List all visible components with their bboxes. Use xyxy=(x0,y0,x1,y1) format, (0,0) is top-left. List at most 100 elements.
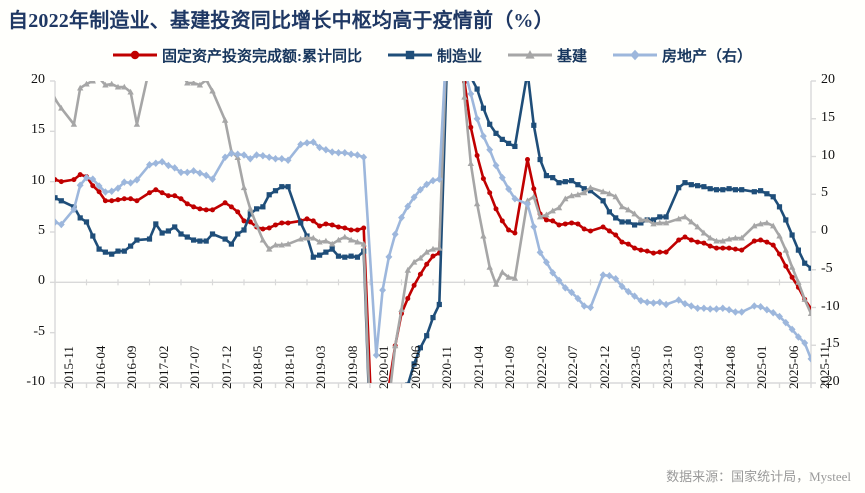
data-point xyxy=(725,306,733,314)
data-point xyxy=(530,193,537,200)
data-point xyxy=(164,161,172,170)
data-point xyxy=(329,222,335,228)
data-point xyxy=(109,251,115,257)
legend-item-0[interactable]: 固定资产投资完成额:累计同比 xyxy=(112,45,362,66)
data-point xyxy=(416,185,424,194)
x-axis-label-0: 2015-11 xyxy=(61,346,76,389)
data-point xyxy=(328,148,336,156)
data-point xyxy=(398,306,405,312)
data-point xyxy=(543,211,550,218)
data-point xyxy=(499,268,506,275)
data-point xyxy=(227,149,235,158)
data-point xyxy=(650,299,657,307)
data-point xyxy=(417,271,423,277)
data-point xyxy=(279,220,285,226)
data-point xyxy=(688,182,694,188)
data-point xyxy=(682,234,688,240)
data-point xyxy=(676,237,682,243)
legend-swatch-diamond-icon xyxy=(613,49,657,61)
data-point xyxy=(643,298,651,306)
data-point xyxy=(486,145,494,154)
data-point xyxy=(405,295,411,301)
data-point xyxy=(411,282,417,288)
data-point xyxy=(172,224,178,230)
data-point xyxy=(506,227,512,233)
data-point xyxy=(323,221,329,227)
data-point xyxy=(177,168,185,177)
data-point xyxy=(562,195,569,202)
data-point xyxy=(247,219,253,225)
data-point xyxy=(90,233,96,239)
data-point xyxy=(197,206,203,212)
data-point xyxy=(651,250,656,256)
data-point xyxy=(480,176,486,182)
data-point xyxy=(537,156,543,163)
data-point xyxy=(644,248,650,254)
legend-item-1[interactable]: 制造业 xyxy=(387,45,482,66)
data-point xyxy=(487,121,493,127)
data-point xyxy=(316,143,324,152)
y-axis-left-label-2: 10 xyxy=(31,172,45,188)
series-2 xyxy=(55,81,811,383)
data-point xyxy=(777,251,782,257)
data-point xyxy=(657,214,663,220)
data-point xyxy=(436,244,443,251)
data-point xyxy=(241,227,247,233)
data-point xyxy=(555,204,563,211)
data-point xyxy=(807,355,811,363)
data-point xyxy=(511,195,519,203)
data-point xyxy=(83,81,90,87)
data-point xyxy=(625,241,631,247)
data-point xyxy=(284,156,292,165)
data-point xyxy=(109,198,115,204)
data-point xyxy=(209,175,216,183)
data-point xyxy=(542,258,550,266)
data-point xyxy=(493,206,499,212)
data-point xyxy=(505,273,512,280)
data-point xyxy=(751,189,757,195)
data-point xyxy=(184,201,190,207)
data-point xyxy=(304,216,310,222)
data-point xyxy=(613,215,619,221)
data-point xyxy=(619,239,625,245)
legend-item-3[interactable]: 房地产（右） xyxy=(613,45,752,66)
data-point xyxy=(605,272,613,280)
data-point xyxy=(550,218,556,224)
data-point xyxy=(776,312,783,321)
data-point xyxy=(599,271,607,279)
legend-swatch-triangle-icon xyxy=(507,50,552,59)
data-point xyxy=(221,153,229,162)
data-point xyxy=(209,87,216,94)
data-point xyxy=(525,69,530,74)
data-point xyxy=(55,177,58,183)
y-axis-left-label-4: 0 xyxy=(38,273,45,289)
data-point xyxy=(379,286,387,294)
data-point xyxy=(404,266,411,273)
data-point xyxy=(96,189,102,195)
data-point xyxy=(221,116,229,123)
data-point xyxy=(115,248,121,254)
data-point xyxy=(417,345,423,351)
data-point xyxy=(498,173,506,182)
data-point xyxy=(719,304,727,313)
data-point xyxy=(89,81,96,84)
data-point xyxy=(96,246,102,252)
data-point xyxy=(751,222,758,229)
legend-item-2[interactable]: 基建 xyxy=(507,45,587,66)
data-point xyxy=(556,180,562,186)
data-point xyxy=(127,179,135,187)
data-point xyxy=(58,179,64,185)
data-point xyxy=(688,218,695,225)
data-point xyxy=(165,228,171,234)
data-point xyxy=(650,217,657,223)
data-point xyxy=(606,190,613,197)
data-point xyxy=(725,235,733,242)
data-point xyxy=(128,243,134,249)
data-point xyxy=(178,231,184,237)
data-point xyxy=(536,248,544,257)
data-point xyxy=(159,190,165,196)
data-point xyxy=(336,224,341,230)
data-point xyxy=(222,200,228,206)
chart-legend: 固定资产投资完成额:累计同比 制造业 基建 房地产（右） xyxy=(0,42,865,68)
data-point xyxy=(776,204,783,210)
